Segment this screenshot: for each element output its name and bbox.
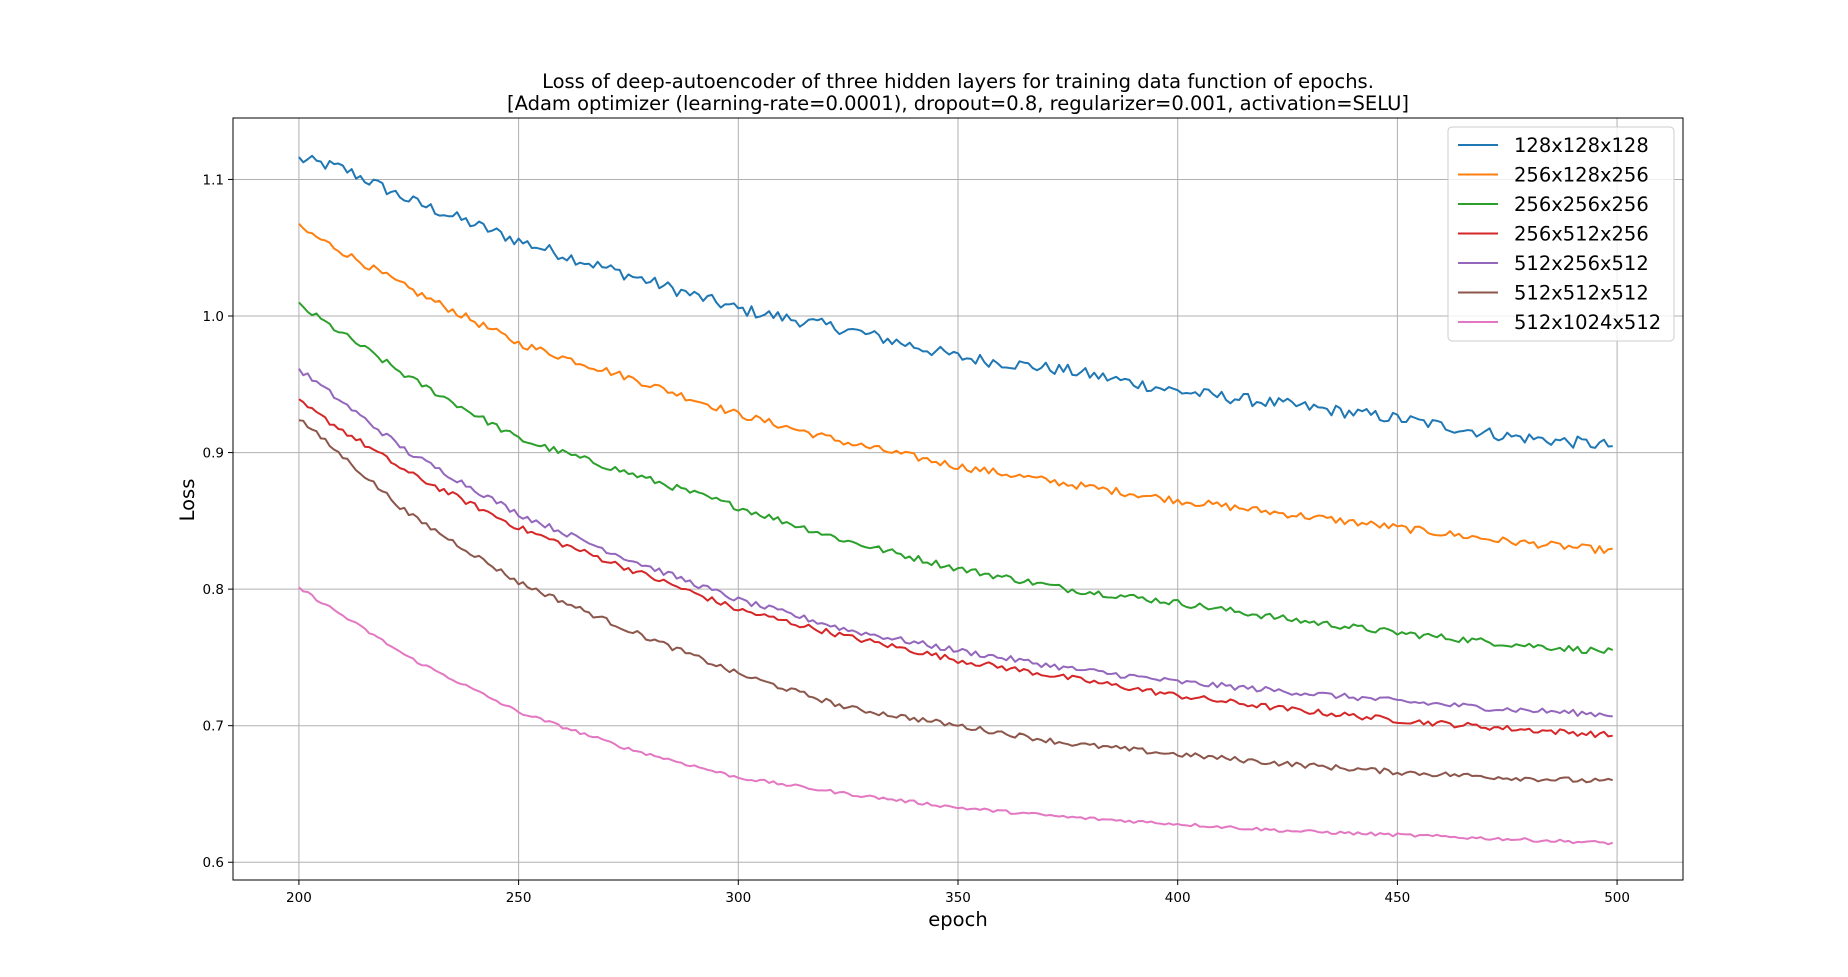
legend-box [1447,126,1675,342]
legend-label: 256x128x256 [1514,164,1649,187]
legend-label: 512x256x512 [1514,252,1649,275]
series-line-512x512x512 [298,419,1613,784]
series-line-512x1024x512 [298,586,1614,846]
y-tick-label: 0.7 [203,719,224,735]
x-axis-ticks: 200 250 300 350 400 450 500 [286,880,1630,906]
y-tick-label: 1.1 [203,172,224,188]
legend-label: 128x128x128 [1514,134,1649,157]
y-tick-label: 0.9 [203,446,224,462]
y-tick-label: 1.0 [203,309,224,325]
y-tick-label: 0.6 [203,855,224,871]
x-tick-label: 450 [1385,890,1411,906]
legend-label: 512x512x512 [1514,282,1649,305]
series-line-128x128x128 [298,154,1613,449]
x-axis-label: epoch [928,908,987,931]
series-lines [298,154,1614,846]
series-line-256x128x256 [298,222,1613,555]
y-axis-ticks: 0.6 0.7 0.8 0.9 1.0 1.1 [203,172,233,871]
x-tick-label: 200 [286,890,312,906]
x-tick-label: 500 [1604,890,1630,906]
legend-label: 512x1024x512 [1514,311,1661,334]
x-tick-label: 350 [945,890,971,906]
series-line-256x256x256 [298,301,1614,655]
series-line-256x512x256 [298,398,1613,739]
y-tick-label: 0.8 [203,582,224,598]
x-tick-label: 250 [506,890,532,906]
x-tick-label: 400 [1165,890,1191,906]
chart-subtitle: [Adam optimizer (learning-rate=0.0001), … [507,92,1409,115]
legend-label: 256x256x256 [1514,193,1649,216]
x-tick-label: 300 [725,890,751,906]
chart-title: Loss of deep-autoencoder of three hidden… [542,70,1374,93]
series-line-512x256x512 [298,368,1613,718]
y-axis-label: Loss [176,479,199,522]
legend: 128x128x128 256x128x256 256x256x256 256x512… [1447,126,1675,342]
legend-label: 256x512x256 [1514,223,1649,246]
